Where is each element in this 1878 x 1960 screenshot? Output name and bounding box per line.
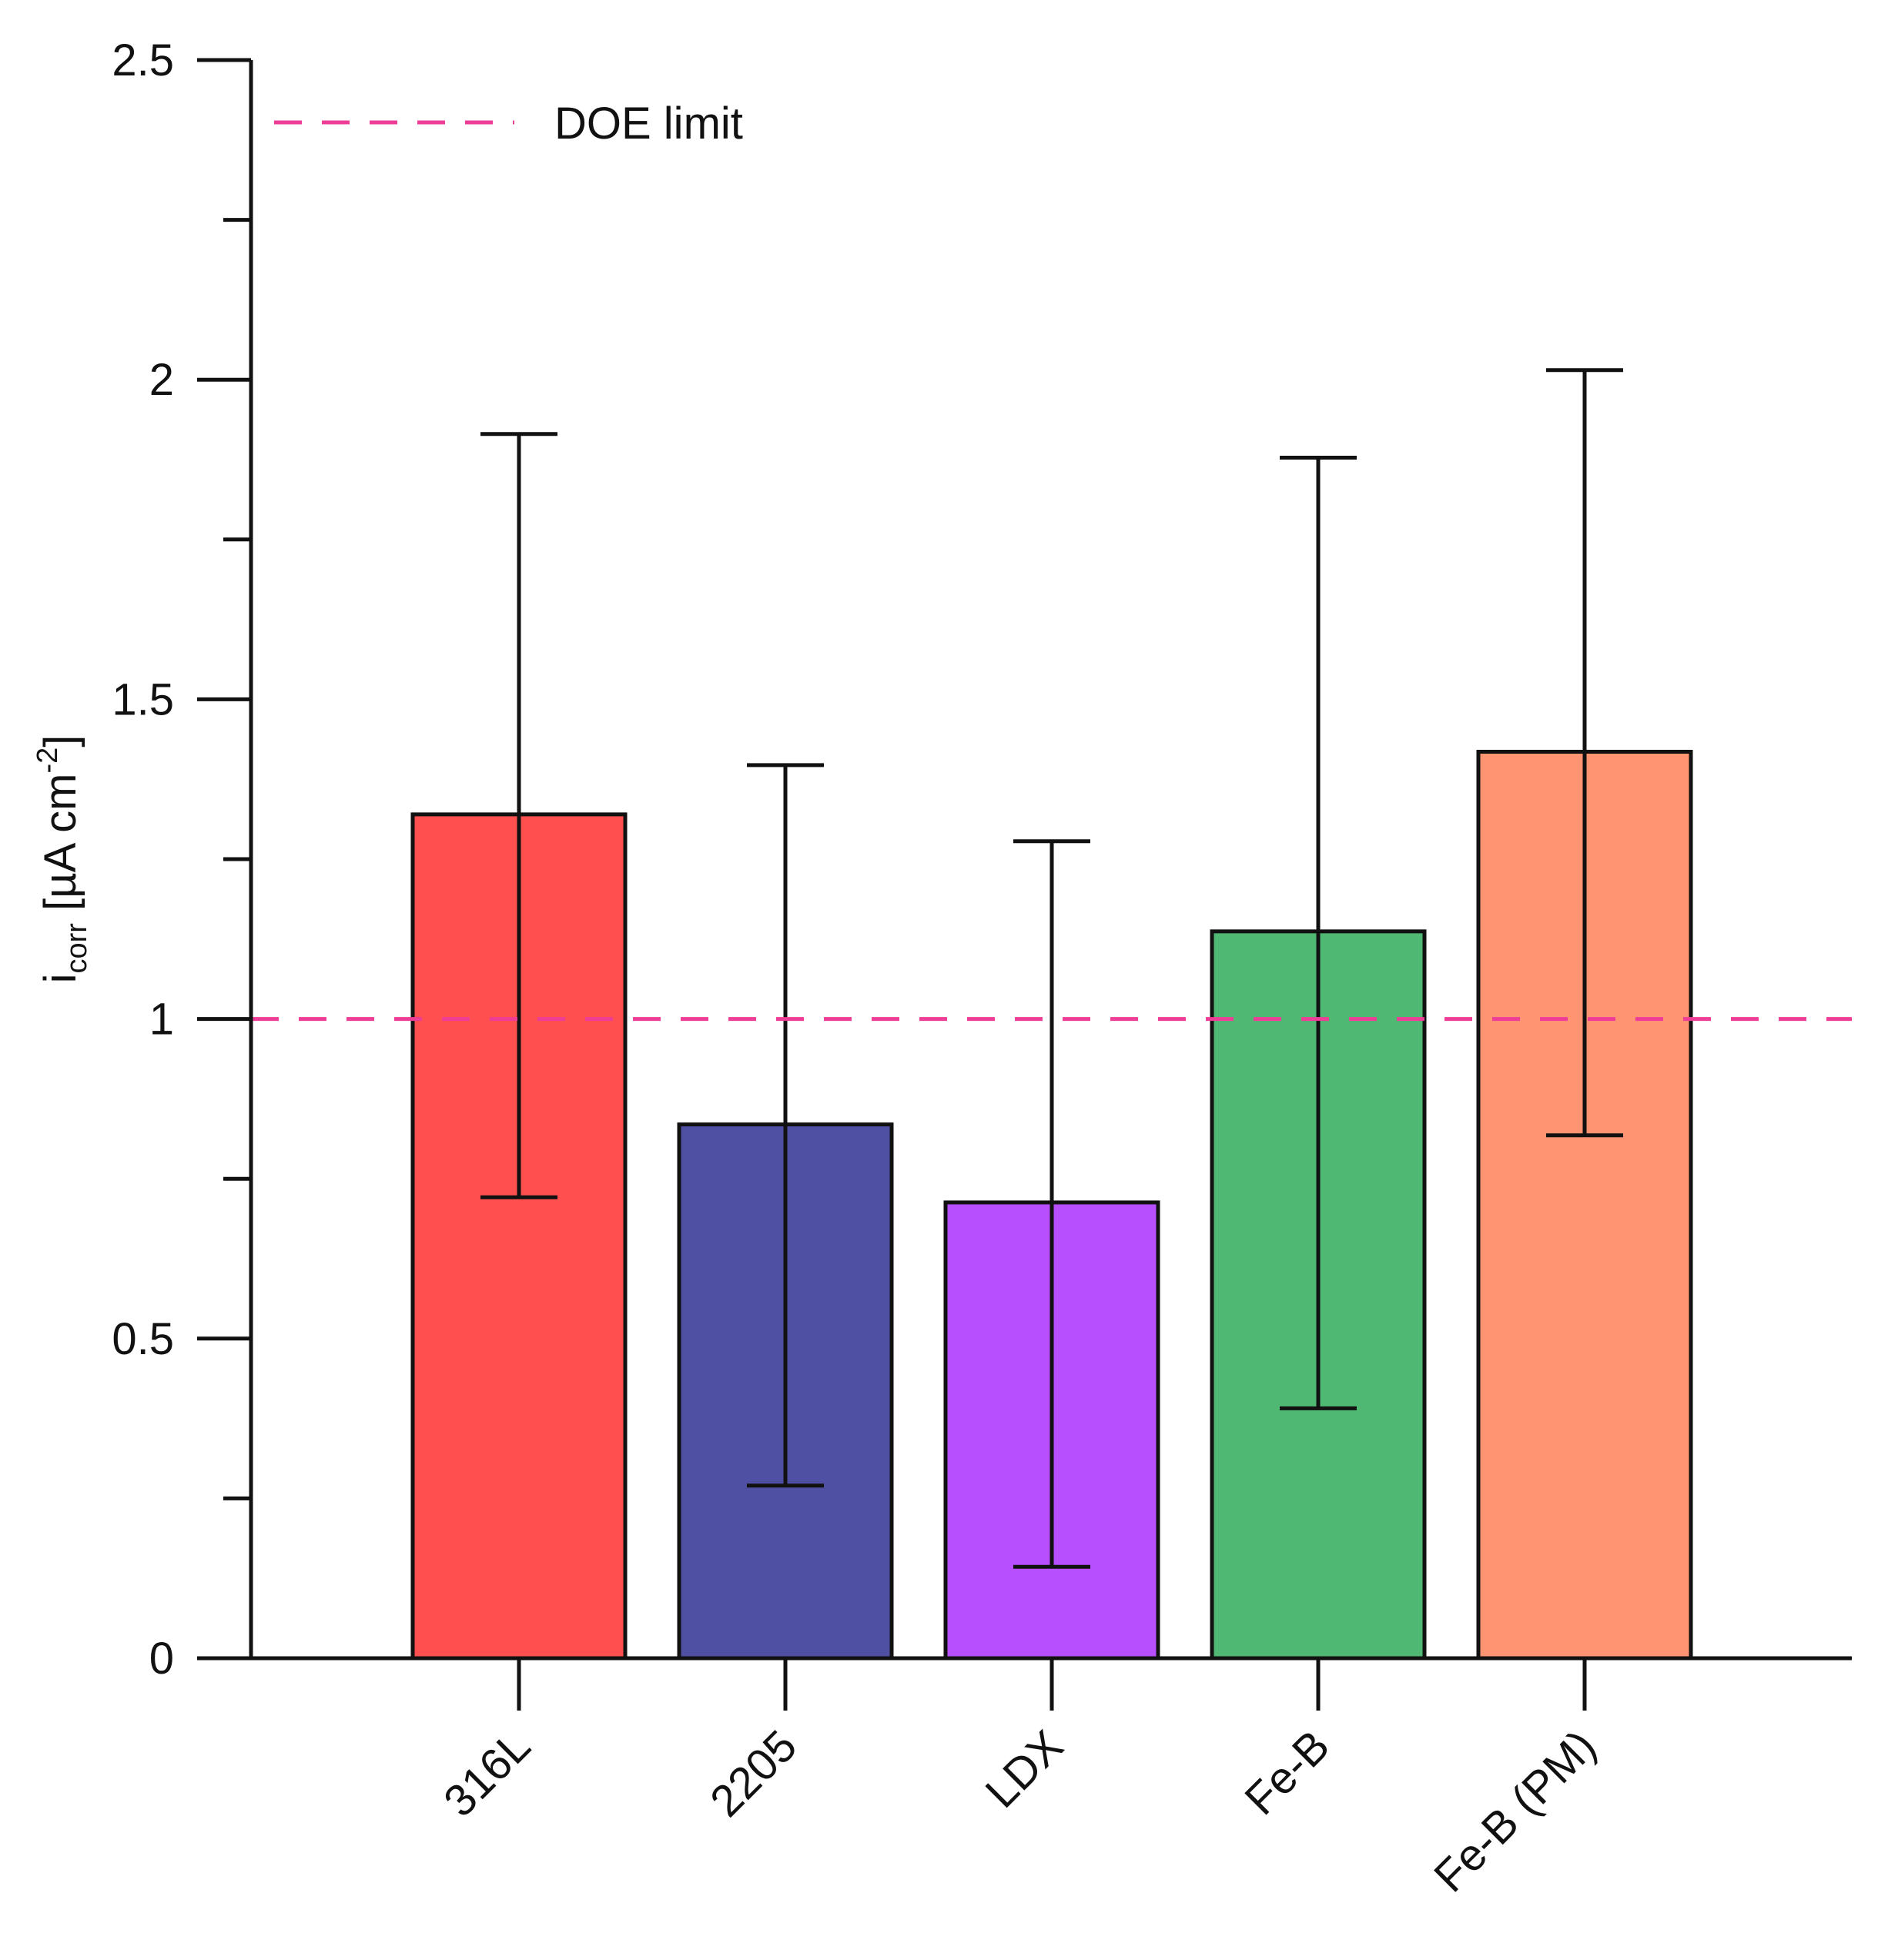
error-bar-fe-b-pm xyxy=(1546,368,1623,1138)
y-axis-label-main: i xyxy=(35,974,85,984)
x-tick-label: 2205 xyxy=(701,1721,806,1826)
error-bar-fe-b xyxy=(1280,456,1357,1410)
y-tick-label: 1 xyxy=(149,995,174,1045)
y-axis-label: icorr [µA cm-2] xyxy=(32,735,93,984)
x-tick-label: LDX xyxy=(976,1721,1073,1818)
error-bar-ldx xyxy=(1013,839,1090,1569)
legend: DOE limit xyxy=(274,99,743,149)
error-bar-2205 xyxy=(747,763,824,1488)
error-bars-layer xyxy=(480,368,1623,1569)
y-tick-label: 0.5 xyxy=(112,1314,174,1364)
legend-label-doe-limit: DOE limit xyxy=(554,99,743,149)
y-tick-label: 0 xyxy=(149,1634,174,1684)
x-tick-label: 316L xyxy=(434,1721,540,1826)
x-tick-label: Fe-B (PM) xyxy=(1424,1721,1605,1901)
y-tick-label: 1.5 xyxy=(112,674,174,724)
y-axis-label-unit-end: ] xyxy=(35,735,85,748)
y-axis-label-unit: [µA cm xyxy=(35,774,85,924)
x-tick-label: Fe-B xyxy=(1235,1721,1339,1825)
y-tick-label: 2.5 xyxy=(112,35,174,85)
y-axis-label-superscript: -2 xyxy=(32,748,64,774)
y-axis-label-subscript: corr xyxy=(61,923,93,974)
error-bar-316l xyxy=(480,432,557,1199)
y-tick-label: 2 xyxy=(149,355,174,405)
